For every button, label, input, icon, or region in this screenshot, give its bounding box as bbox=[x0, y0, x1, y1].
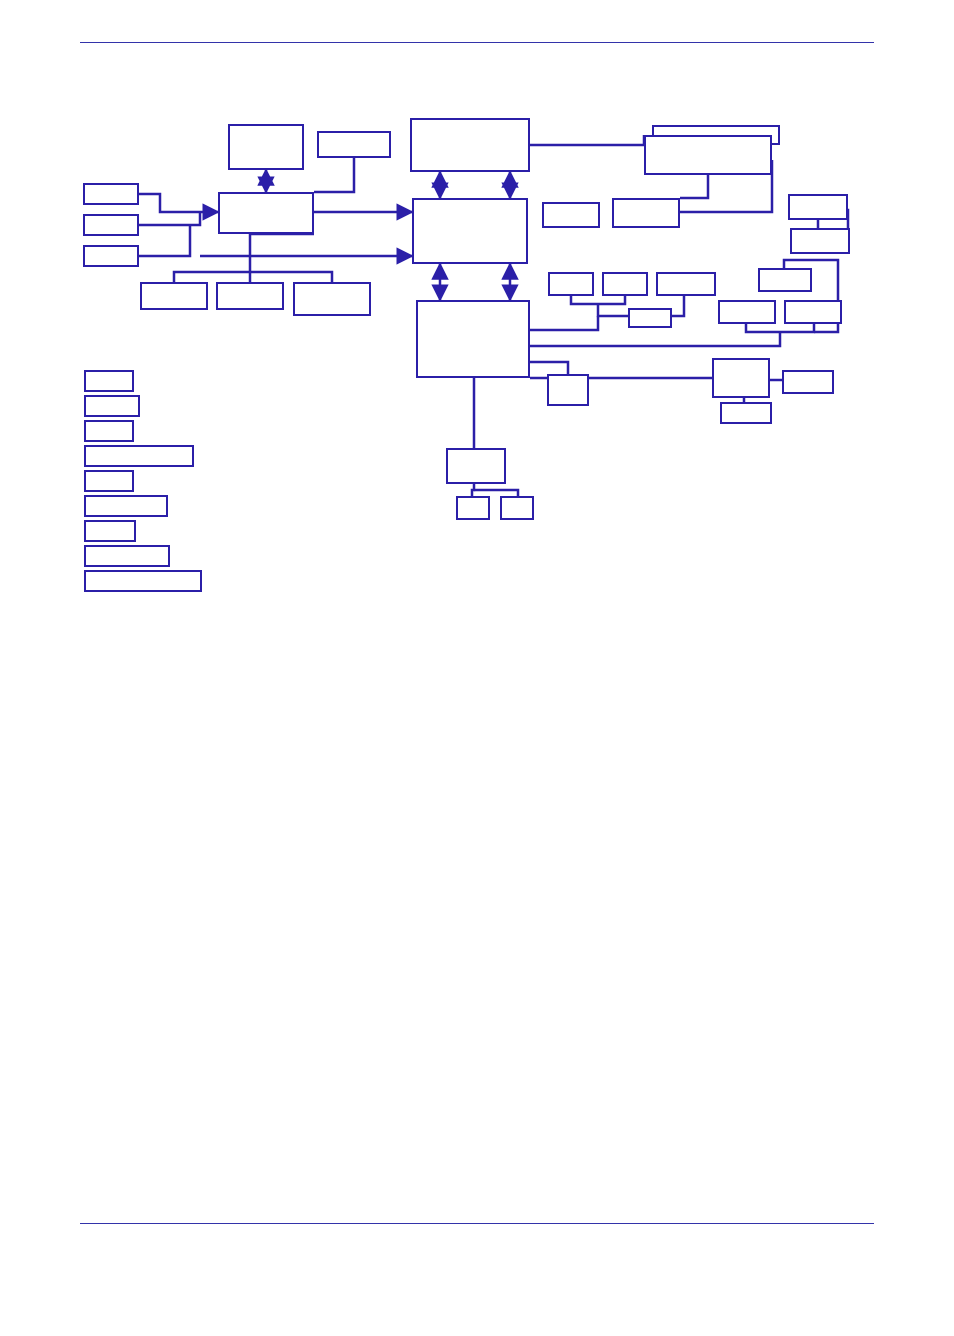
page-rule bbox=[80, 1223, 874, 1224]
flow-node-n_row3_b bbox=[216, 282, 284, 310]
flow-node-n_top_main bbox=[410, 118, 530, 172]
flow-edge bbox=[139, 212, 200, 225]
flow-edge bbox=[530, 316, 598, 330]
flow-node-n_topr_front bbox=[644, 135, 772, 175]
flow-node-n_row3_r3 bbox=[656, 272, 716, 296]
flow-node-n_left_1 bbox=[83, 183, 139, 205]
flow-node-n_center2 bbox=[416, 300, 530, 378]
flow-node-n_leaf_c bbox=[782, 370, 834, 394]
flow-edge bbox=[250, 234, 314, 272]
flow-edge bbox=[472, 484, 474, 496]
page-rule bbox=[80, 42, 874, 43]
flow-node-n_row3_r4 bbox=[758, 268, 812, 292]
flow-node-n_mid_r2 bbox=[612, 198, 680, 228]
flow-node-n_leaf_d bbox=[720, 402, 772, 424]
flow-node-n_leaf_a bbox=[547, 374, 589, 406]
flow-node-n_legend_5 bbox=[84, 470, 134, 492]
flow-node-n_top_a bbox=[228, 124, 304, 170]
flow-edge bbox=[530, 332, 780, 346]
flow-node-n_down2b bbox=[500, 496, 534, 520]
page bbox=[0, 0, 954, 1336]
flow-edge bbox=[571, 296, 625, 304]
flow-node-n_top_b bbox=[317, 131, 391, 158]
flow-node-n_row3_c bbox=[293, 282, 371, 316]
flow-node-n_legend_1 bbox=[84, 370, 134, 392]
flow-edge bbox=[746, 324, 814, 332]
flow-node-n_legend_9 bbox=[84, 570, 202, 592]
flow-node-n_row3_r6 bbox=[718, 300, 776, 324]
flow-node-n_legend_8 bbox=[84, 545, 170, 567]
flow-edge bbox=[314, 158, 354, 192]
flow-node-n_left_2 bbox=[83, 214, 139, 236]
flow-node-n_left_hub bbox=[218, 192, 314, 234]
flow-node-n_down2a bbox=[456, 496, 490, 520]
flow-node-n_legend_4 bbox=[84, 445, 194, 467]
flow-node-n_mid_r1 bbox=[542, 202, 600, 228]
flow-edge bbox=[174, 272, 332, 282]
flow-node-n_legend_2 bbox=[84, 395, 140, 417]
flow-edge bbox=[139, 194, 218, 212]
flow-node-n_leaf_b bbox=[712, 358, 770, 398]
flow-node-n_left_3 bbox=[83, 245, 139, 267]
flow-node-n_legend_3 bbox=[84, 420, 134, 442]
flow-edge bbox=[680, 175, 708, 198]
flow-node-n_center bbox=[412, 198, 528, 264]
flow-node-n_row3_r2 bbox=[602, 272, 648, 296]
flow-node-n_row3_a bbox=[140, 282, 208, 310]
flow-node-n_far_r1 bbox=[788, 194, 848, 220]
flow-edge bbox=[139, 225, 190, 256]
flow-node-n_row3_r1 bbox=[548, 272, 594, 296]
flow-node-n_legend_6 bbox=[84, 495, 168, 517]
flow-edge bbox=[530, 362, 568, 374]
flow-node-n_far_r2 bbox=[790, 228, 850, 254]
flow-node-n_legend_7 bbox=[84, 520, 136, 542]
flow-node-n_row3_r5 bbox=[628, 308, 672, 328]
flow-node-n_down1 bbox=[446, 448, 506, 484]
flow-node-n_row3_r7 bbox=[784, 300, 842, 324]
